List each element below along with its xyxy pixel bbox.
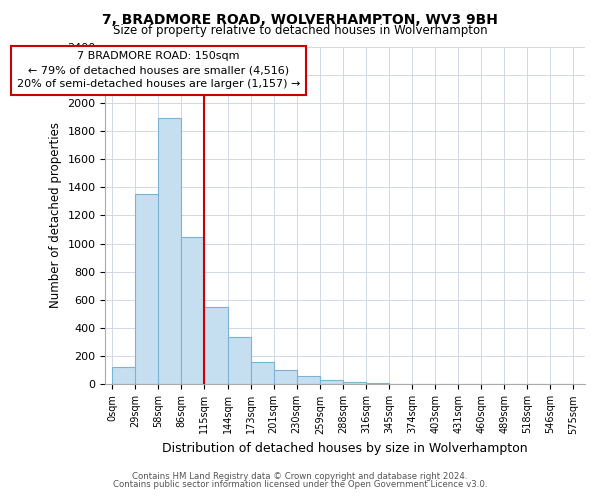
- Text: Contains HM Land Registry data © Crown copyright and database right 2024.: Contains HM Land Registry data © Crown c…: [132, 472, 468, 481]
- Bar: [181, 236, 205, 384]
- Text: 7, BRADMORE ROAD, WOLVERHAMPTON, WV3 9BH: 7, BRADMORE ROAD, WOLVERHAMPTON, WV3 9BH: [102, 12, 498, 26]
- Bar: [320, 380, 343, 384]
- Bar: [274, 370, 297, 384]
- Bar: [205, 307, 227, 384]
- Bar: [227, 336, 251, 384]
- Text: Contains public sector information licensed under the Open Government Licence v3: Contains public sector information licen…: [113, 480, 487, 489]
- Bar: [297, 376, 320, 384]
- X-axis label: Distribution of detached houses by size in Wolverhampton: Distribution of detached houses by size …: [163, 442, 528, 455]
- Y-axis label: Number of detached properties: Number of detached properties: [49, 122, 62, 308]
- Bar: [251, 362, 274, 384]
- Bar: [112, 367, 135, 384]
- Bar: [343, 382, 366, 384]
- Text: 7 BRADMORE ROAD: 150sqm
← 79% of detached houses are smaller (4,516)
20% of semi: 7 BRADMORE ROAD: 150sqm ← 79% of detache…: [17, 52, 300, 90]
- Bar: [135, 194, 158, 384]
- Bar: [366, 383, 389, 384]
- Text: Size of property relative to detached houses in Wolverhampton: Size of property relative to detached ho…: [113, 24, 487, 37]
- Bar: [158, 118, 181, 384]
